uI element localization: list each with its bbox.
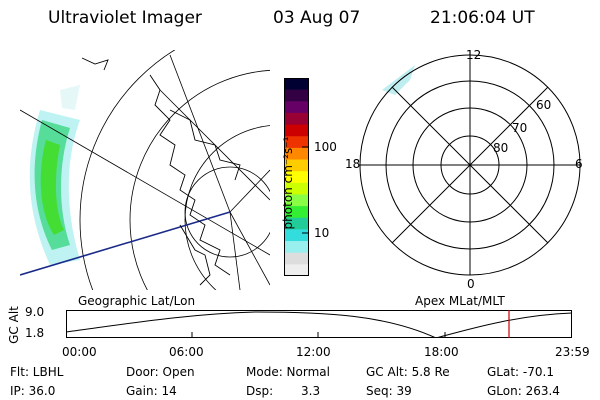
colorbar-stripe — [284, 217, 309, 230]
mlt-12-label: 12 — [466, 48, 482, 62]
time-tick-3: 18:00 — [424, 345, 459, 359]
colorbar-stripe — [284, 182, 309, 195]
dsp-value: 3.3 — [301, 384, 321, 398]
colorbar-stripe — [284, 264, 309, 276]
colorbar-stripe — [284, 78, 309, 91]
door-info: Door: Open — [126, 365, 195, 379]
colorbar-stripe — [284, 206, 309, 219]
altitude-ymin: 1.8 — [25, 326, 45, 340]
glat-info: GLat: -70.1 — [487, 365, 554, 379]
colorbar-stripe — [284, 194, 309, 207]
aurora-core — [40, 140, 64, 235]
mlat-60-label: 60 — [536, 98, 552, 112]
geographic-label: Geographic Lat/Lon — [78, 294, 196, 308]
instrument-title: Ultraviolet Imager — [48, 8, 202, 28]
colorbar-stripe — [284, 112, 309, 126]
colorbar-stripe — [284, 252, 309, 265]
mlat-70-label: 70 — [512, 121, 528, 135]
aurora-patch-polar — [382, 65, 415, 95]
colorbar-tick-100: 100 — [314, 140, 337, 154]
ip-info: IP: 36.0 — [10, 384, 56, 398]
gc-alt-info: GC Alt: 5.8 Re — [366, 365, 450, 379]
mode-info: Mode: Normal — [246, 365, 330, 379]
altitude-ylabel: GC Alt — [7, 306, 21, 344]
coastline — [149, 74, 231, 276]
seq-info: Seq: 39 — [366, 384, 412, 398]
mlt-0-label: 0 — [467, 277, 475, 291]
time-tick-0: 00:00 — [62, 345, 97, 359]
apex-polar-plot — [359, 54, 581, 276]
filter-info: Flt: LBHL — [10, 365, 64, 379]
geographic-map — [20, 50, 270, 290]
colorbar-stripe — [284, 241, 309, 254]
gain-info: Gain: 14 — [126, 384, 177, 398]
colorbar — [284, 78, 309, 276]
colorbar-stripe — [284, 229, 309, 242]
header-time: 21:06:04 UT — [430, 8, 535, 28]
altitude-plot — [66, 310, 572, 338]
colorbar-stripe — [284, 136, 309, 149]
coastline-4 — [81, 57, 109, 71]
coastline-3 — [179, 224, 211, 286]
colorbar-stripe — [284, 147, 309, 161]
mlt-18-label: 18 — [345, 157, 361, 171]
colorbar-stripe — [284, 89, 309, 102]
track-line — [20, 211, 231, 276]
altitude-curve — [66, 311, 572, 338]
coastline-2 — [169, 109, 241, 181]
colorbar-unit-label: photon cm⁻²s⁻¹ — [281, 136, 295, 230]
header-date: 03 Aug 07 — [273, 8, 361, 28]
colorbar-stripe — [284, 101, 309, 114]
altitude-ymax: 9.0 — [25, 305, 45, 319]
time-tick-1: 06:00 — [169, 345, 204, 359]
colorbar-tick-10: 10 — [314, 226, 330, 240]
colorbar-stripe — [284, 159, 309, 172]
colorbar-stripe — [284, 171, 309, 184]
dsp-label: Dsp: — [246, 384, 274, 398]
aurora-patch — [60, 85, 80, 110]
apex-label: Apex MLat/MLT — [415, 294, 505, 308]
mlt-6-label: 6 — [575, 157, 583, 171]
time-tick-2: 12:00 — [296, 345, 331, 359]
time-tick-4: 23:59 — [555, 345, 590, 359]
colorbar-stripe — [284, 124, 309, 137]
mlat-80-label: 80 — [493, 141, 509, 155]
glon-info: GLon: 263.4 — [487, 384, 560, 398]
